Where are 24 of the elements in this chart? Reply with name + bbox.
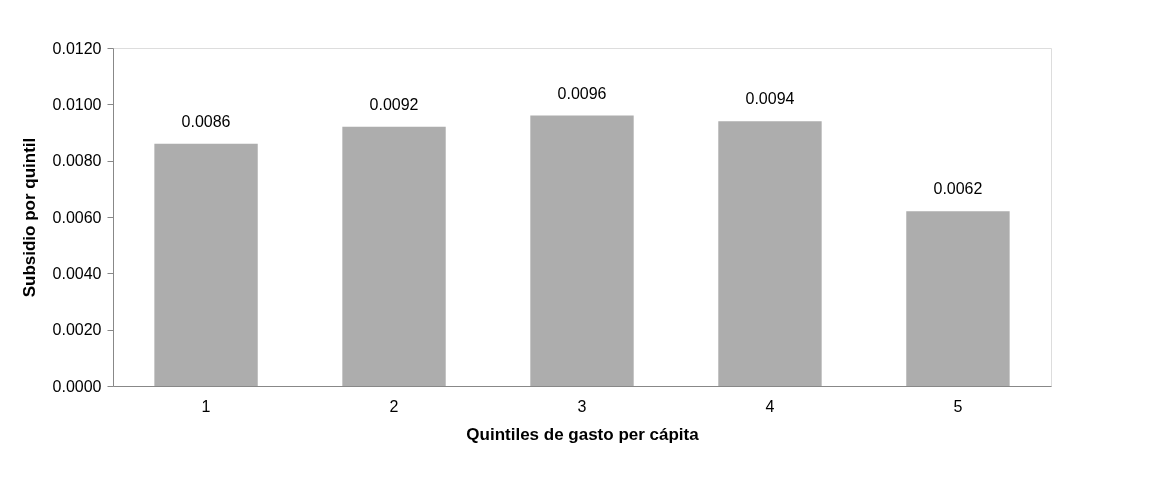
data-label: 0.0092 (369, 95, 419, 113)
bar (342, 126, 446, 386)
y-axis-title: Subsidio por quintil (19, 137, 39, 298)
x-tick-label: 1 (201, 397, 211, 415)
bar (530, 115, 634, 386)
x-tick-label: 2 (389, 397, 399, 415)
y-tick-label: 0.0000 (52, 377, 102, 395)
data-label: 0.0094 (745, 90, 795, 108)
data-label: 0.0086 (181, 112, 231, 130)
y-tick-label: 0.0100 (52, 95, 102, 113)
y-tick-label: 0.0040 (52, 264, 102, 282)
y-tick-label: 0.0080 (52, 152, 102, 170)
y-tick-label: 0.0020 (52, 321, 102, 339)
x-tick-label: 4 (765, 397, 775, 415)
bar (718, 121, 822, 386)
x-tick-label: 3 (577, 397, 587, 415)
data-label: 0.0096 (557, 84, 607, 102)
bar (154, 143, 258, 386)
x-axis-title: Quintiles de gasto per cápita (466, 424, 700, 444)
data-label: 0.0062 (933, 180, 983, 198)
y-tick-label: 0.0060 (52, 208, 102, 226)
bar (906, 211, 1010, 386)
y-tick-label: 0.0120 (52, 39, 102, 57)
x-tick-label: 5 (953, 397, 963, 415)
